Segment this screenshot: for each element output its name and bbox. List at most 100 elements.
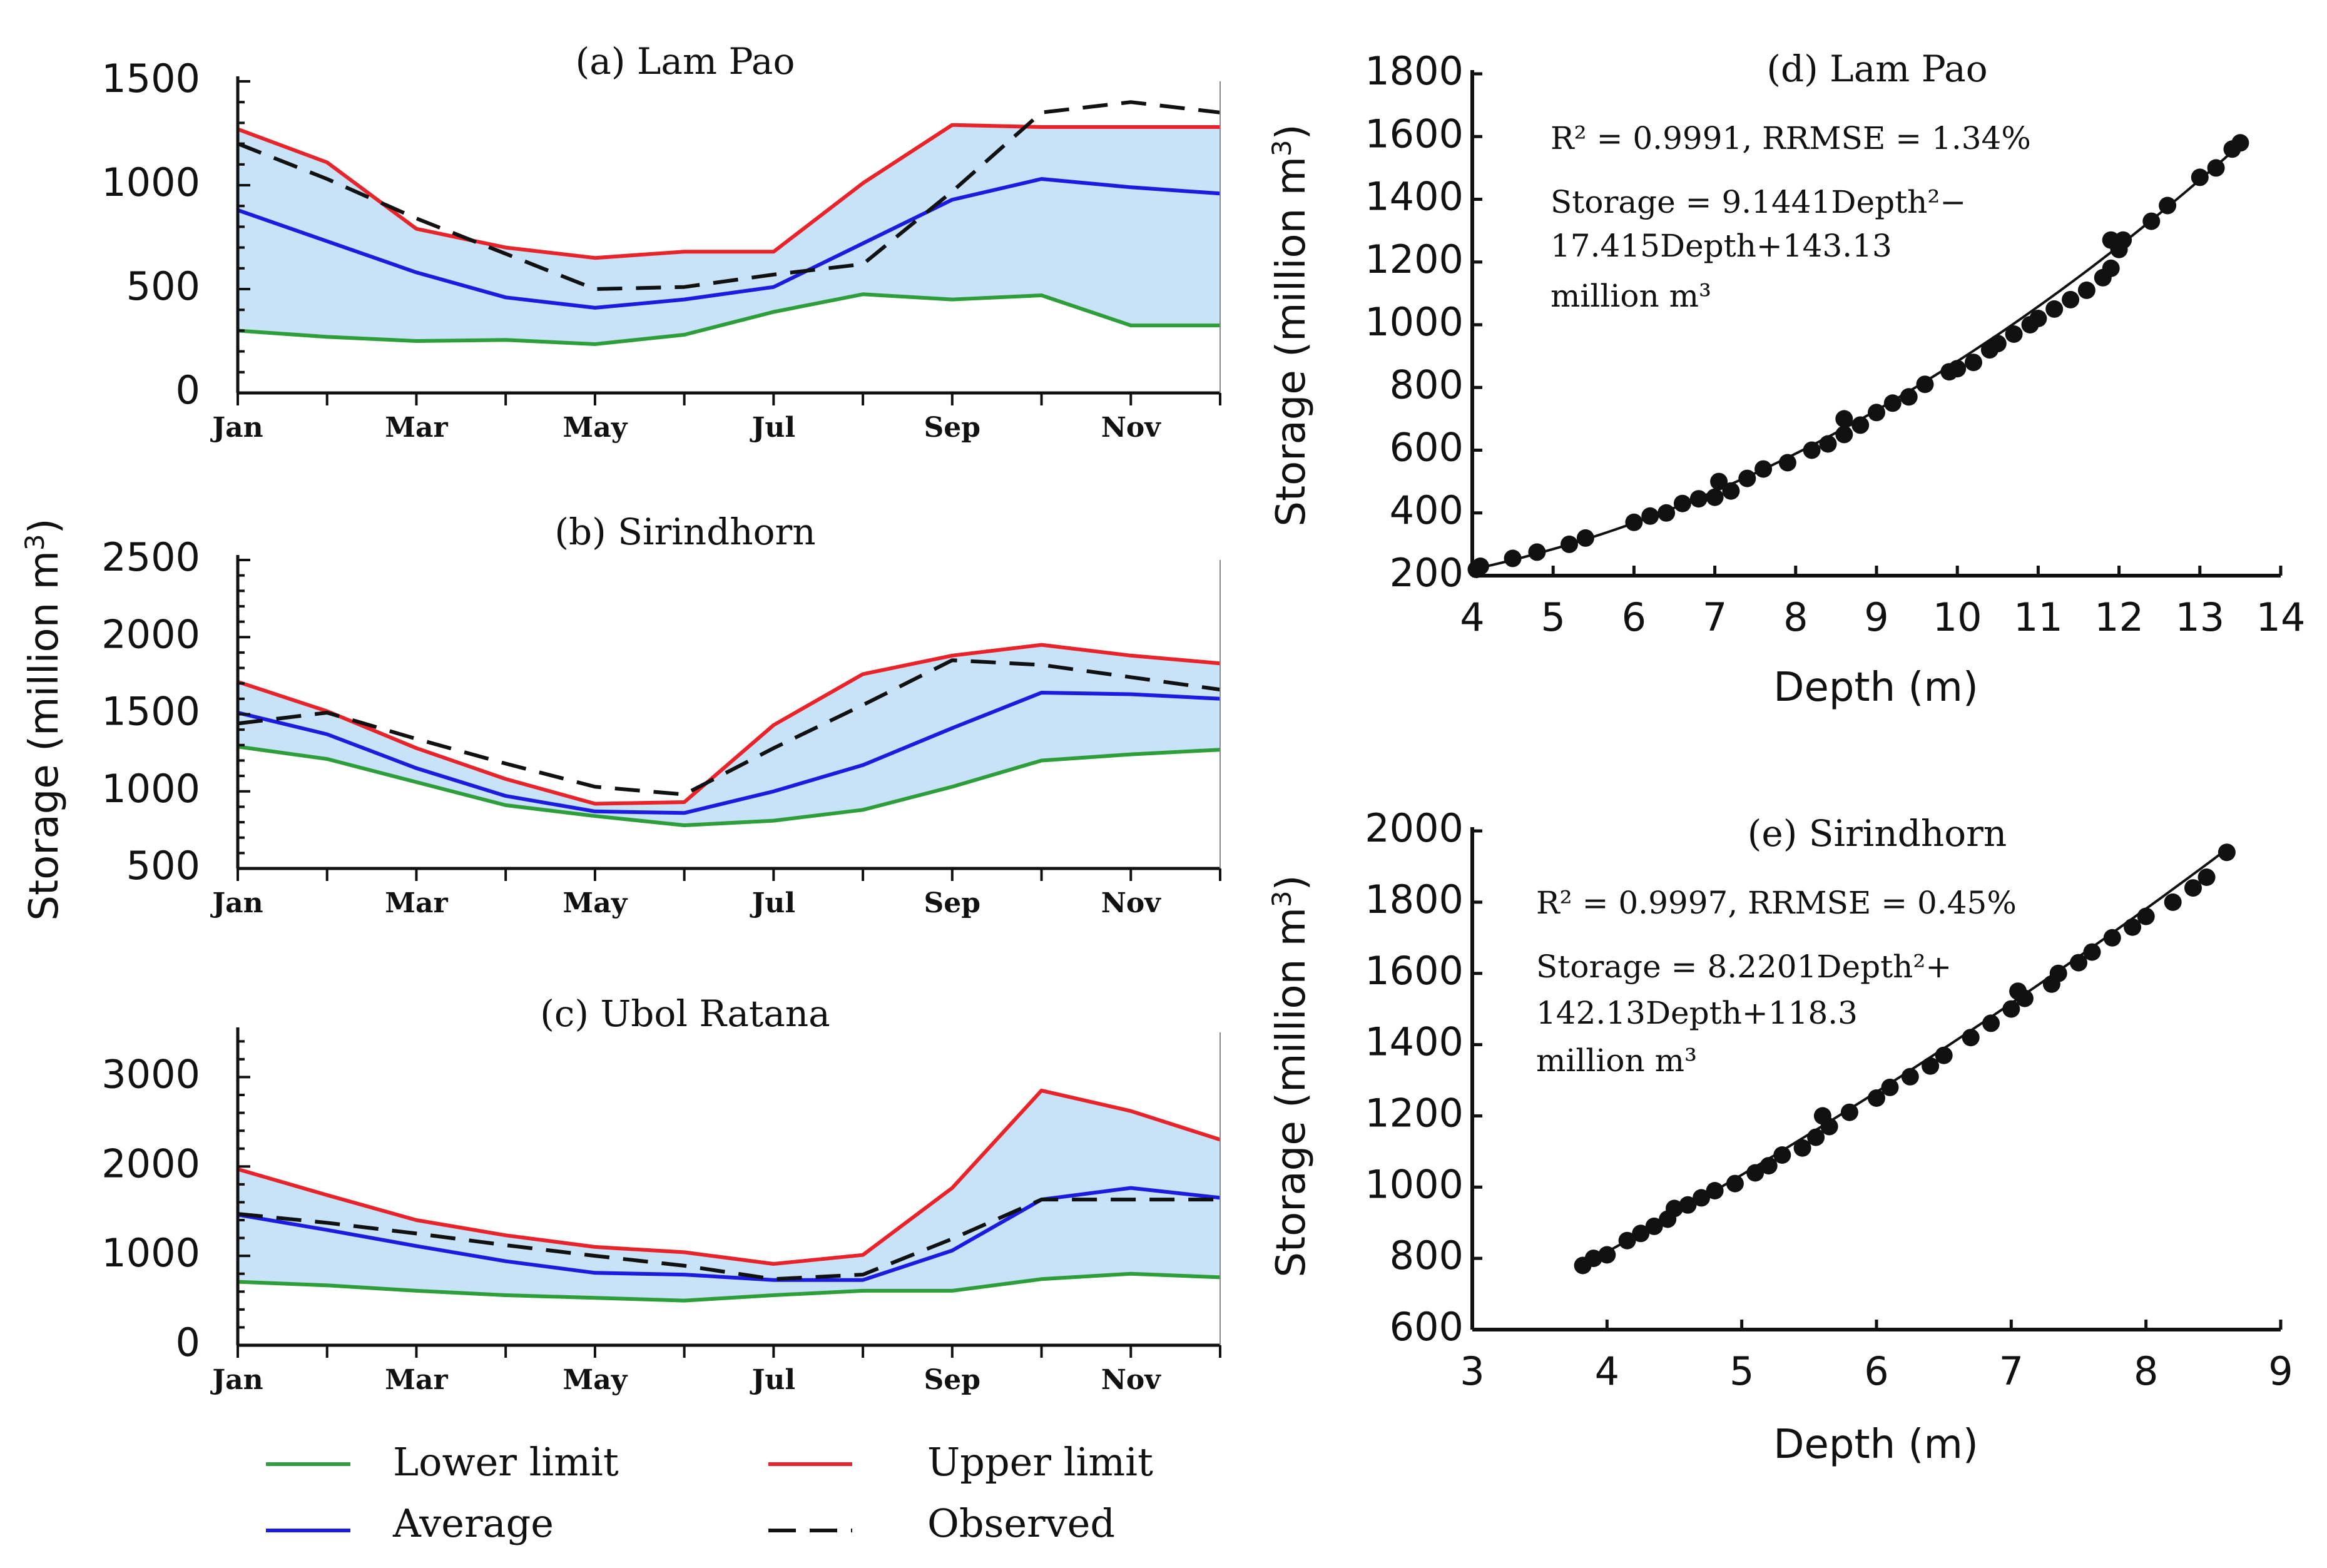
- legend-upper-label: Upper limit: [927, 1439, 1153, 1485]
- panel-d-data-point: [2159, 196, 2177, 215]
- panel-c-x-tick-label: Sep: [924, 1364, 981, 1396]
- panel-d-x-tick-label: 6: [1622, 594, 1646, 640]
- panel-c-y-tick-label: 1000: [101, 1230, 200, 1276]
- panel-e-data-point: [2103, 929, 2121, 947]
- panel-c-upper-limit-line: [237, 1088, 1221, 1266]
- panel-e-data-point: [1922, 1057, 1940, 1075]
- panel-d-x-tick-label: 9: [1864, 594, 1888, 640]
- panel-b-upper-limit-line: [237, 643, 1221, 806]
- panel-e-data-point: [1746, 1164, 1764, 1182]
- panel-e-data-point: [2218, 843, 2236, 862]
- panel-e-data-point: [1901, 1067, 1919, 1086]
- panel-d-x-tick-label: 11: [2014, 594, 2063, 640]
- panel-a-x-tick-label: May: [563, 412, 628, 444]
- panel-d-ylabel: Storage (million m3): [1266, 124, 1315, 526]
- panel-d-data-point: [2231, 134, 2249, 152]
- panel-a-y-tick-label: 500: [126, 263, 200, 309]
- panel-e-data-point: [1666, 1199, 1683, 1218]
- panel-d-eq-line2: 17.415Depth+143.13: [1550, 228, 1892, 264]
- panel-e-r2: R² = 0.9997, RRMSE = 0.45%: [1536, 885, 2017, 921]
- panel-d-xlabel: Depth (m): [1773, 664, 1978, 711]
- panel-d-data-point: [1900, 388, 1918, 406]
- panel-b-average-line: [237, 691, 1221, 815]
- legend-observed-label: Observed: [927, 1500, 1115, 1546]
- panel-e-xlabel: Depth (m): [1773, 1422, 1978, 1468]
- panel-d-data-point: [1722, 482, 1740, 500]
- legend: Lower limit Upper limit Average Observed: [266, 1439, 1153, 1546]
- panel-d-data-point: [1504, 549, 1522, 568]
- panel-d-data-point: [1471, 557, 1489, 575]
- panel-d-data-point: [2077, 281, 2095, 299]
- panel-d-data-point: [1778, 454, 1796, 472]
- panel-e-data-point: [2049, 964, 2067, 982]
- panel-e-data-point: [1840, 1103, 1858, 1121]
- panel-d-data-point: [1710, 472, 1728, 491]
- panel-c-x-tick-label: Nov: [1101, 1364, 1162, 1396]
- panel-e-data-point: [1726, 1174, 1744, 1193]
- panel-d-data-point: [1528, 543, 1546, 561]
- panel-c-average-line: [237, 1186, 1221, 1282]
- panel-d-y-tick-label: 800: [1390, 362, 1464, 407]
- panel-d-y-tick-label: 400: [1390, 487, 1464, 533]
- panel-d-y-tick-label: 1000: [1365, 299, 1464, 345]
- panel-e-data-point: [1982, 1014, 2000, 1032]
- panel-b-sirindhorn-monthly: (b) Sirindhorn 500 1000 1500 2000 2500 Jan Mar…: [101, 511, 1221, 919]
- panel-d-data-point: [2191, 168, 2209, 186]
- panel-c-observed-line: [237, 1198, 1220, 1281]
- panel-e-data-point: [1935, 1046, 1953, 1064]
- panel-e-data-point: [1584, 1250, 1602, 1268]
- panel-a-y-tick-label: 1000: [101, 160, 200, 205]
- panel-d-data-point: [1819, 435, 1837, 453]
- panel-d-data-point: [1625, 513, 1643, 531]
- panel-e-title: (e) Sirindhorn: [1748, 812, 2007, 855]
- panel-e-data-point: [1759, 1157, 1778, 1175]
- panel-c-title: (c) Ubol Ratana: [540, 992, 830, 1035]
- panel-b-x-tick-label: Jan: [210, 887, 263, 919]
- panel-e-x-tick-label: 8: [2134, 1348, 2158, 1394]
- panel-a-envelope-band: [238, 125, 1220, 344]
- panel-b-x-tick-label: Mar: [385, 887, 448, 919]
- panel-d-data-point: [2062, 290, 2080, 308]
- panel-d-x-tick-label: 8: [1783, 594, 1808, 640]
- panel-e-data-point: [1793, 1139, 1811, 1157]
- panel-d-y-tick-label: 1200: [1365, 237, 1464, 282]
- panel-d-x-tick-label: 7: [1703, 594, 1727, 640]
- panel-d-data-point: [2110, 240, 2128, 258]
- panel-c-y-tick-label: 0: [176, 1320, 200, 1365]
- panel-b-x-tick-label: May: [563, 887, 628, 919]
- panel-b-y-tick-label: 500: [126, 843, 200, 888]
- panel-d-data-point: [1835, 425, 1853, 444]
- panel-e-data-point: [2137, 907, 2155, 925]
- panel-e-eq-line1: Storage = 8.2201Depth²+: [1536, 949, 1952, 985]
- panel-a-x-tick-label: Nov: [1101, 412, 1162, 444]
- panel-e-y-tick-label: 1200: [1365, 1091, 1464, 1136]
- panel-d-data-point: [2207, 159, 2225, 177]
- panel-d-y-tick-label: 600: [1390, 425, 1464, 471]
- panel-e-x-tick-label: 6: [1864, 1348, 1888, 1394]
- panel-e-data-point: [1693, 1189, 1711, 1207]
- panel-d-data-point: [1689, 490, 1708, 508]
- panel-d-data-point: [1988, 335, 2007, 353]
- panel-e-data-point: [1632, 1224, 1650, 1243]
- panel-a-title: (a) Lam Pao: [576, 40, 795, 83]
- panel-e-data-point: [1962, 1029, 1980, 1047]
- legend-average-label: Average: [392, 1500, 554, 1546]
- panel-e-data-point: [1881, 1078, 1899, 1096]
- panel-d-x-tick-label: 12: [2094, 594, 2144, 640]
- panel-e-y-tick-label: 1000: [1365, 1161, 1464, 1207]
- panel-c-ubol-ratana-monthly: (c) Ubol Ratana 0 1000 2000 3000 Jan Mar May Ju…: [101, 992, 1221, 1396]
- panel-e-data-point: [2083, 943, 2101, 961]
- panel-a-y-tick-label: 0: [176, 367, 200, 413]
- panel-e-data-point: [1618, 1231, 1636, 1250]
- panel-d-eq-line3: million m³: [1550, 278, 1711, 314]
- panel-d-data-point: [1868, 404, 1885, 422]
- panel-d-data-point: [1561, 535, 1578, 553]
- panel-a-x-tick-label: Jan: [210, 412, 263, 444]
- panel-e-data-point: [2070, 954, 2087, 972]
- panel-e-data-point: [2197, 868, 2216, 886]
- panel-d-data-point: [1965, 354, 1982, 372]
- panel-d-data-point: [1673, 494, 1691, 512]
- panel-c-envelope-band: [238, 1090, 1220, 1301]
- panel-a-lam-pao-monthly: (a) Lam Pao 0 500 1000 1500 Jan Mar May Jul Sep N…: [101, 40, 1221, 444]
- panel-d-x-tick-label: 4: [1460, 594, 1484, 640]
